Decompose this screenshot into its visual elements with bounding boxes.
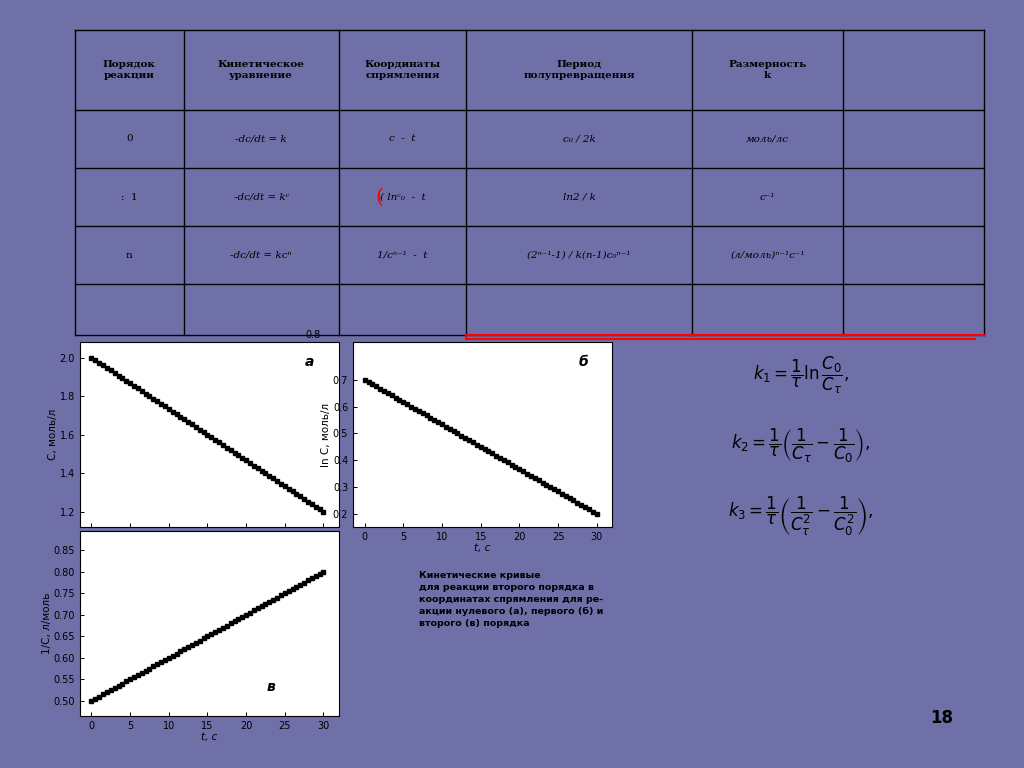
Text: n: n — [126, 250, 133, 260]
Text: (: ( — [375, 187, 383, 207]
Text: -dc/dt = k: -dc/dt = k — [236, 134, 287, 144]
Text: c  -  t: c - t — [389, 134, 416, 144]
Y-axis label: ln C, моль/л: ln C, моль/л — [322, 402, 332, 467]
Y-axis label: 1/C, л/моль: 1/C, л/моль — [42, 593, 52, 654]
Text: в: в — [266, 680, 275, 694]
Text: Координаты
спрямления: Координаты спрямления — [365, 61, 440, 80]
Text: моль/лс: моль/лс — [746, 134, 790, 144]
Text: Период
полупревращения: Период полупревращения — [523, 61, 635, 80]
Text: c₀ / 2k: c₀ / 2k — [563, 134, 596, 144]
Text: (л/моль)ⁿ⁻¹с⁻¹: (л/моль)ⁿ⁻¹с⁻¹ — [730, 250, 805, 260]
Text: 1/cⁿ⁻¹  -  t: 1/cⁿ⁻¹ - t — [378, 250, 428, 260]
Text: б: б — [579, 355, 588, 369]
Text: Размерность
k: Размерность k — [728, 61, 807, 80]
Text: -dc/dt = kcⁿ: -dc/dt = kcⁿ — [230, 250, 292, 260]
Text: Порядок
реакции: Порядок реакции — [102, 61, 156, 80]
Text: 18: 18 — [931, 709, 953, 727]
Text: :  1: : 1 — [121, 193, 137, 201]
Text: 0.8: 0.8 — [305, 330, 321, 340]
Text: $k_1 = \dfrac{1}{\tau} \ln \dfrac{C_0}{C_\tau},$: $k_1 = \dfrac{1}{\tau} \ln \dfrac{C_0}{C… — [753, 354, 849, 396]
Text: $k_2 = \dfrac{1}{\tau} \left( \dfrac{1}{C_\tau} - \dfrac{1}{C_0} \right),$: $k_2 = \dfrac{1}{\tau} \left( \dfrac{1}{… — [731, 426, 870, 465]
Text: -dc/dt = kᶜ: -dc/dt = kᶜ — [233, 193, 289, 201]
Text: 0: 0 — [126, 134, 133, 144]
X-axis label: t, с: t, с — [202, 544, 217, 554]
Text: c⁻¹: c⁻¹ — [760, 193, 775, 201]
X-axis label: t, с: t, с — [474, 544, 490, 554]
Text: Кинетические кривые
для реакции второго порядка в
координатах спрямления для ре-: Кинетические кривые для реакции второго … — [419, 571, 603, 628]
Text: а: а — [305, 355, 314, 369]
X-axis label: t, с: t, с — [202, 732, 217, 742]
Text: ln2 / k: ln2 / k — [563, 193, 596, 201]
Y-axis label: C, моль/л: C, моль/л — [48, 409, 58, 460]
Text: ( lnᶜ₀  -  t: ( lnᶜ₀ - t — [380, 193, 425, 201]
Text: Кинетическое
уравнение: Кинетическое уравнение — [218, 61, 305, 80]
Text: (2ⁿ⁻¹-1) / k(n-1)c₀ⁿ⁻¹: (2ⁿ⁻¹-1) / k(n-1)c₀ⁿ⁻¹ — [527, 250, 631, 260]
Text: $k_3 = \dfrac{1}{\tau} \left( \dfrac{1}{C_\tau^2} - \dfrac{1}{C_0^2} \right),$: $k_3 = \dfrac{1}{\tau} \left( \dfrac{1}{… — [728, 495, 873, 538]
